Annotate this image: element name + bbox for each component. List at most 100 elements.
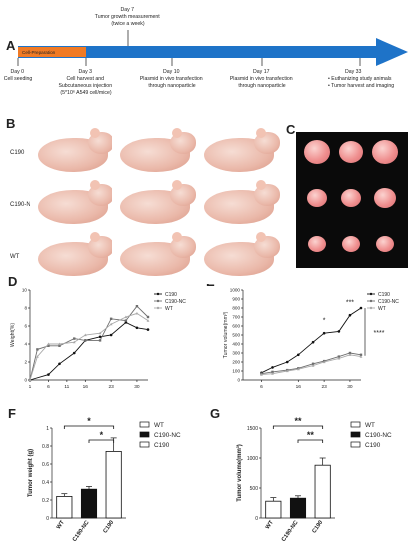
y-tick-label: 0 [237, 378, 240, 383]
y-tick-label: 0.4 [42, 480, 49, 486]
mouse-photo [30, 176, 118, 232]
tumor-sample [376, 236, 394, 252]
mouse-ear [256, 180, 266, 190]
data-point [271, 372, 274, 375]
data-point [337, 355, 341, 358]
mouse-ear [256, 232, 266, 242]
tumor-photo [296, 132, 408, 268]
chart-tumor-weight: 0 0.2 0.4 0.6 0.8 1 Tumor weight (g) WT C190-NC C… [28, 416, 181, 543]
event-day17: Day 17 Plasmid in vivo transfection thro… [230, 69, 294, 89]
y-axis-label: Weight(%) [10, 323, 16, 347]
y-tick-label: 0.6 [42, 462, 49, 468]
panel-label-f: F [8, 406, 16, 421]
y-tick-label: 1500 [247, 426, 258, 432]
data-point [348, 313, 352, 317]
y-tick-label: 600 [232, 324, 240, 329]
panel-label-d: D [8, 274, 18, 289]
y-tick-label: 400 [232, 342, 240, 347]
legend-swatch [350, 441, 361, 448]
panel-label-b: B [6, 116, 16, 131]
row-label-wt: WT [10, 254, 20, 260]
legend-swatch [350, 431, 361, 438]
x-tick-label: 11 [64, 384, 69, 390]
legend-label: C190-NC [365, 432, 392, 439]
tumor-sample [374, 188, 396, 208]
legend-label: C190-NC [378, 299, 399, 305]
panel-label-a: A [6, 38, 16, 53]
x-tick-label: 6 [260, 384, 263, 390]
data-point [109, 322, 113, 326]
mouse-ear [256, 128, 266, 138]
series-line [261, 307, 362, 374]
mouse-photo [30, 124, 118, 180]
legend-label: WT [165, 306, 173, 312]
bar [265, 500, 282, 519]
data-point [36, 348, 39, 351]
data-point [348, 353, 352, 356]
legend-label: WT [378, 306, 386, 312]
y-tick-label: 0.8 [42, 444, 49, 450]
bar [289, 497, 307, 519]
mouse-photo [112, 176, 200, 232]
y-tick-label: 0 [46, 516, 49, 522]
bar [105, 451, 122, 519]
mouse-photo [30, 228, 118, 284]
y-axis-label: Tumor volume(mm³) [236, 444, 243, 502]
data-point [322, 331, 326, 335]
x-tick-label: 23 [108, 384, 114, 390]
y-axis-label: Tumor volume(mm³) [223, 311, 229, 358]
x-tick-label: 1 [29, 384, 32, 390]
y-tick-label: 8 [24, 306, 27, 311]
legend-marker [369, 292, 373, 296]
significance-star: * [87, 416, 91, 426]
row-label-c190: C190 [10, 150, 25, 156]
data-point [124, 319, 128, 322]
y-tick-label: 0 [24, 378, 27, 383]
legend-swatch [139, 441, 150, 448]
data-point [109, 317, 113, 320]
y-tick-label: 800 [232, 306, 240, 311]
significance-star: ** [307, 430, 315, 440]
y-tick-label: 500 [250, 486, 259, 492]
data-point [135, 311, 139, 315]
significance-bracket [88, 439, 115, 443]
data-point [337, 330, 341, 333]
data-point [271, 370, 274, 374]
data-point [135, 305, 139, 308]
data-point [311, 364, 315, 367]
mouse-ear [90, 128, 100, 138]
y-tick-label: 1 [46, 426, 49, 432]
timeline-arrow-head [376, 38, 408, 66]
event-above-line: Day 7 Tumor growth measurement (twice a … [95, 7, 161, 27]
data-point [84, 339, 87, 342]
y-tick-label: 1000 [230, 288, 241, 293]
data-point [271, 366, 274, 369]
data-point [73, 337, 76, 340]
significance-star: **** [374, 330, 385, 337]
timeline-bar [18, 46, 378, 58]
mouse-photo [196, 176, 284, 232]
significance-star: ** [294, 416, 302, 426]
event-day33: Day 33 • Euthanizing study animals • Tum… [328, 69, 394, 89]
data-point [146, 315, 150, 319]
event-day0: Day 0 Cell seeding [4, 69, 33, 82]
legend-label: C190 [165, 292, 177, 298]
significance-bracket [63, 425, 115, 429]
mouse-photo [112, 228, 200, 284]
x-tick-label: WT [265, 519, 275, 530]
data-point [359, 355, 363, 358]
y-axis-label: Tumor weight (g) [28, 449, 34, 497]
x-tick-label: C190-NC [72, 519, 91, 543]
cell-prep-bar [18, 47, 86, 57]
legend-label: C190 [154, 442, 170, 449]
data-point [35, 355, 39, 358]
data-point [98, 335, 102, 339]
x-tick-label: 6 [47, 384, 50, 390]
tumor-sample [307, 189, 327, 207]
data-point [58, 342, 61, 346]
data-point [47, 342, 50, 346]
legend-swatch [350, 421, 361, 428]
data-point [311, 340, 315, 344]
legend-label: WT [365, 422, 375, 429]
event-day10: Day 10 Plasmid in vivo transfection thro… [140, 69, 204, 89]
